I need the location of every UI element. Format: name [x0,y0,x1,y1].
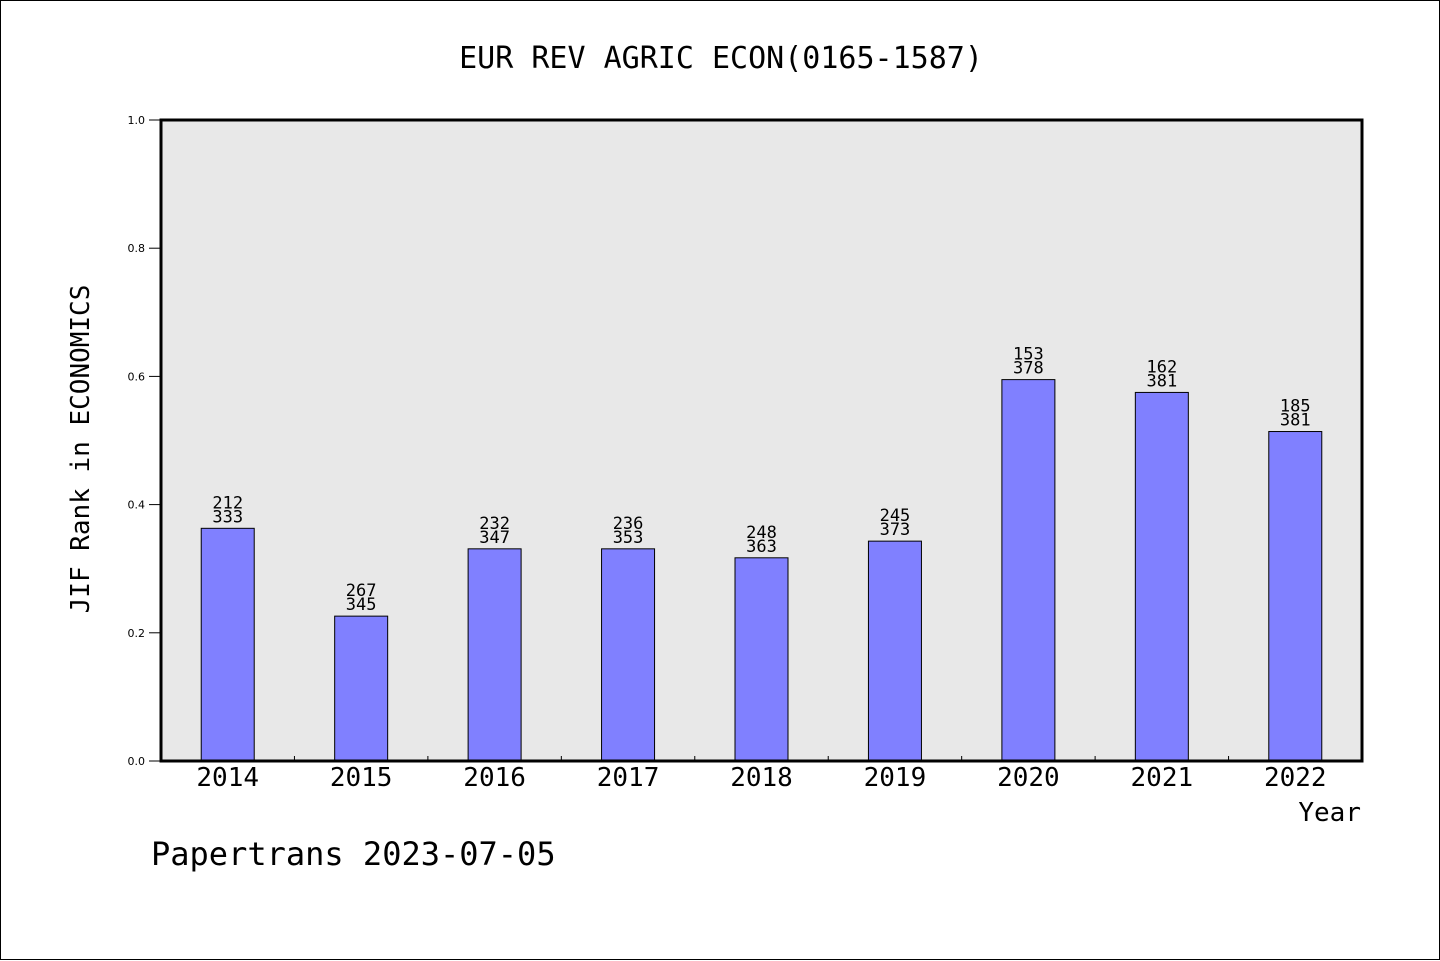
bar-rank-label-2019: 245 [880,506,911,526]
x-axis-label: Year [1298,798,1361,828]
bar-total-label-2015: 345 [346,595,377,615]
bar-rank-label-2014: 212 [212,493,243,513]
bar-rank-label-2016: 232 [479,514,510,534]
y-axis-label: JIF Rank in ECONOMICS [66,285,96,614]
bar-2017 [601,548,656,762]
bar-rank-label-2022: 185 [1280,397,1311,417]
bar-total-label-2019: 373 [880,520,911,540]
chart-title: EUR REV AGRIC ECON(0165-1587) [459,41,983,76]
x-tick-label-2014: 2014 [196,763,259,793]
bar-2020 [1001,379,1056,762]
y-tick-label-1.0: 1.0 [128,114,146,127]
bar-total-label-2014: 333 [212,507,243,527]
bar-2015 [334,615,389,762]
x-tick-label-2017: 2017 [597,763,660,793]
y-tick-label-0.2: 0.2 [128,627,146,640]
bar-total-label-2022: 381 [1280,411,1311,431]
bar-2022 [1268,431,1323,762]
bar-total-label-2018: 363 [746,537,777,557]
y-tick-label-0.4: 0.4 [128,499,146,512]
bar-rank-label-2020: 153 [1013,345,1044,365]
bar-total-label-2020: 378 [1013,359,1044,379]
y-tick-label-0.6: 0.6 [128,370,146,383]
bar-2019 [867,540,922,762]
bar-total-label-2021: 381 [1146,371,1177,391]
x-tick-label-2018: 2018 [730,763,793,793]
y-tick-label-0.8: 0.8 [128,242,146,255]
bar-rank-label-2017: 236 [613,514,644,534]
bar-2014 [200,527,255,762]
footer-text: Papertrans 2023-07-05 [151,835,556,873]
bar-rank-label-2015: 267 [346,581,377,601]
bar-rank-label-2021: 162 [1146,357,1177,377]
bar-total-label-2017: 353 [613,528,644,548]
plot-border [159,118,1364,763]
x-tick-label-2022: 2022 [1264,763,1327,793]
x-tick-label-2015: 2015 [330,763,393,793]
x-tick-label-2019: 2019 [864,763,927,793]
bar-2016 [467,548,522,762]
bar-rank-label-2018: 248 [746,523,777,543]
bar-total-label-2016: 347 [479,528,510,548]
bar-2021 [1134,391,1189,762]
x-tick-label-2021: 2021 [1131,763,1194,793]
x-tick-label-2016: 2016 [463,763,526,793]
y-tick-label-0.0: 0.0 [128,755,146,768]
bar-2018 [734,557,789,762]
x-tick-label-2020: 2020 [997,763,1060,793]
